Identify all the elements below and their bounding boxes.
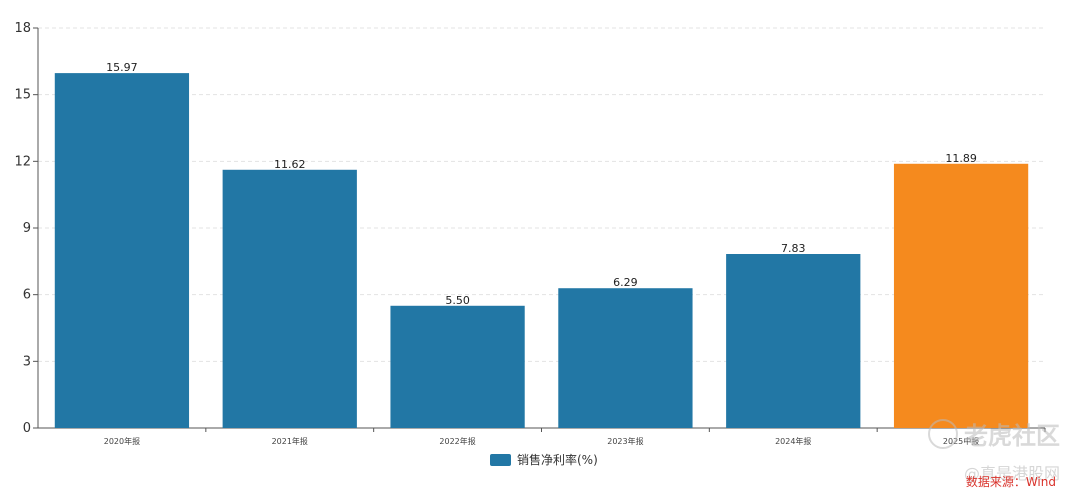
data-source: 数据来源：Wind — [965, 475, 1056, 489]
bar — [893, 163, 1029, 428]
x-tick-label: 2021年报 — [272, 436, 308, 446]
data-label: 15.97 — [106, 61, 138, 74]
watermark-subtext: @真是港股网 — [963, 464, 1060, 483]
x-tick-label: 2022年报 — [439, 436, 475, 446]
y-tick-label: 6 — [23, 288, 31, 303]
data-label: 7.83 — [781, 242, 806, 255]
y-tick-label: 0 — [23, 421, 31, 436]
bars — [54, 73, 1029, 428]
data-label: 5.50 — [445, 294, 470, 307]
bar — [726, 254, 861, 428]
legend-label: 销售净利率(%) — [517, 453, 598, 467]
y-tick-label: 15 — [14, 88, 31, 103]
legend[interactable]: 销售净利率(%) — [490, 451, 598, 468]
watermark-text: 老虎社区 — [964, 422, 1060, 450]
bar — [222, 169, 357, 428]
x-tick-label: 2023年报 — [607, 436, 643, 446]
labels: 15.97 2020年报 11.62 2021年报 5.50 2022年报 6.29 2023… — [104, 61, 980, 446]
data-label: 11.62 — [274, 158, 306, 171]
watermark: 老虎社区 — [928, 416, 1060, 451]
bar — [390, 305, 525, 428]
x-tick-label: 2024年报 — [775, 436, 811, 446]
data-label: 11.89 — [945, 152, 977, 165]
x-tick-label: 2025中报 — [943, 436, 979, 446]
x-tick-label: 2020年报 — [104, 436, 140, 446]
y-tick-label: 3 — [23, 354, 31, 369]
y-tick-label: 12 — [14, 154, 31, 169]
data-label: 6.29 — [613, 276, 638, 289]
bar — [54, 73, 190, 428]
legend-swatch — [490, 453, 511, 466]
y-tick-label: 9 — [23, 221, 31, 236]
bar — [558, 288, 693, 428]
axes: 0 3 6 9 12 15 18 — [14, 21, 1046, 436]
tiger-logo-icon — [928, 418, 958, 449]
y-tick-label: 18 — [14, 21, 31, 36]
